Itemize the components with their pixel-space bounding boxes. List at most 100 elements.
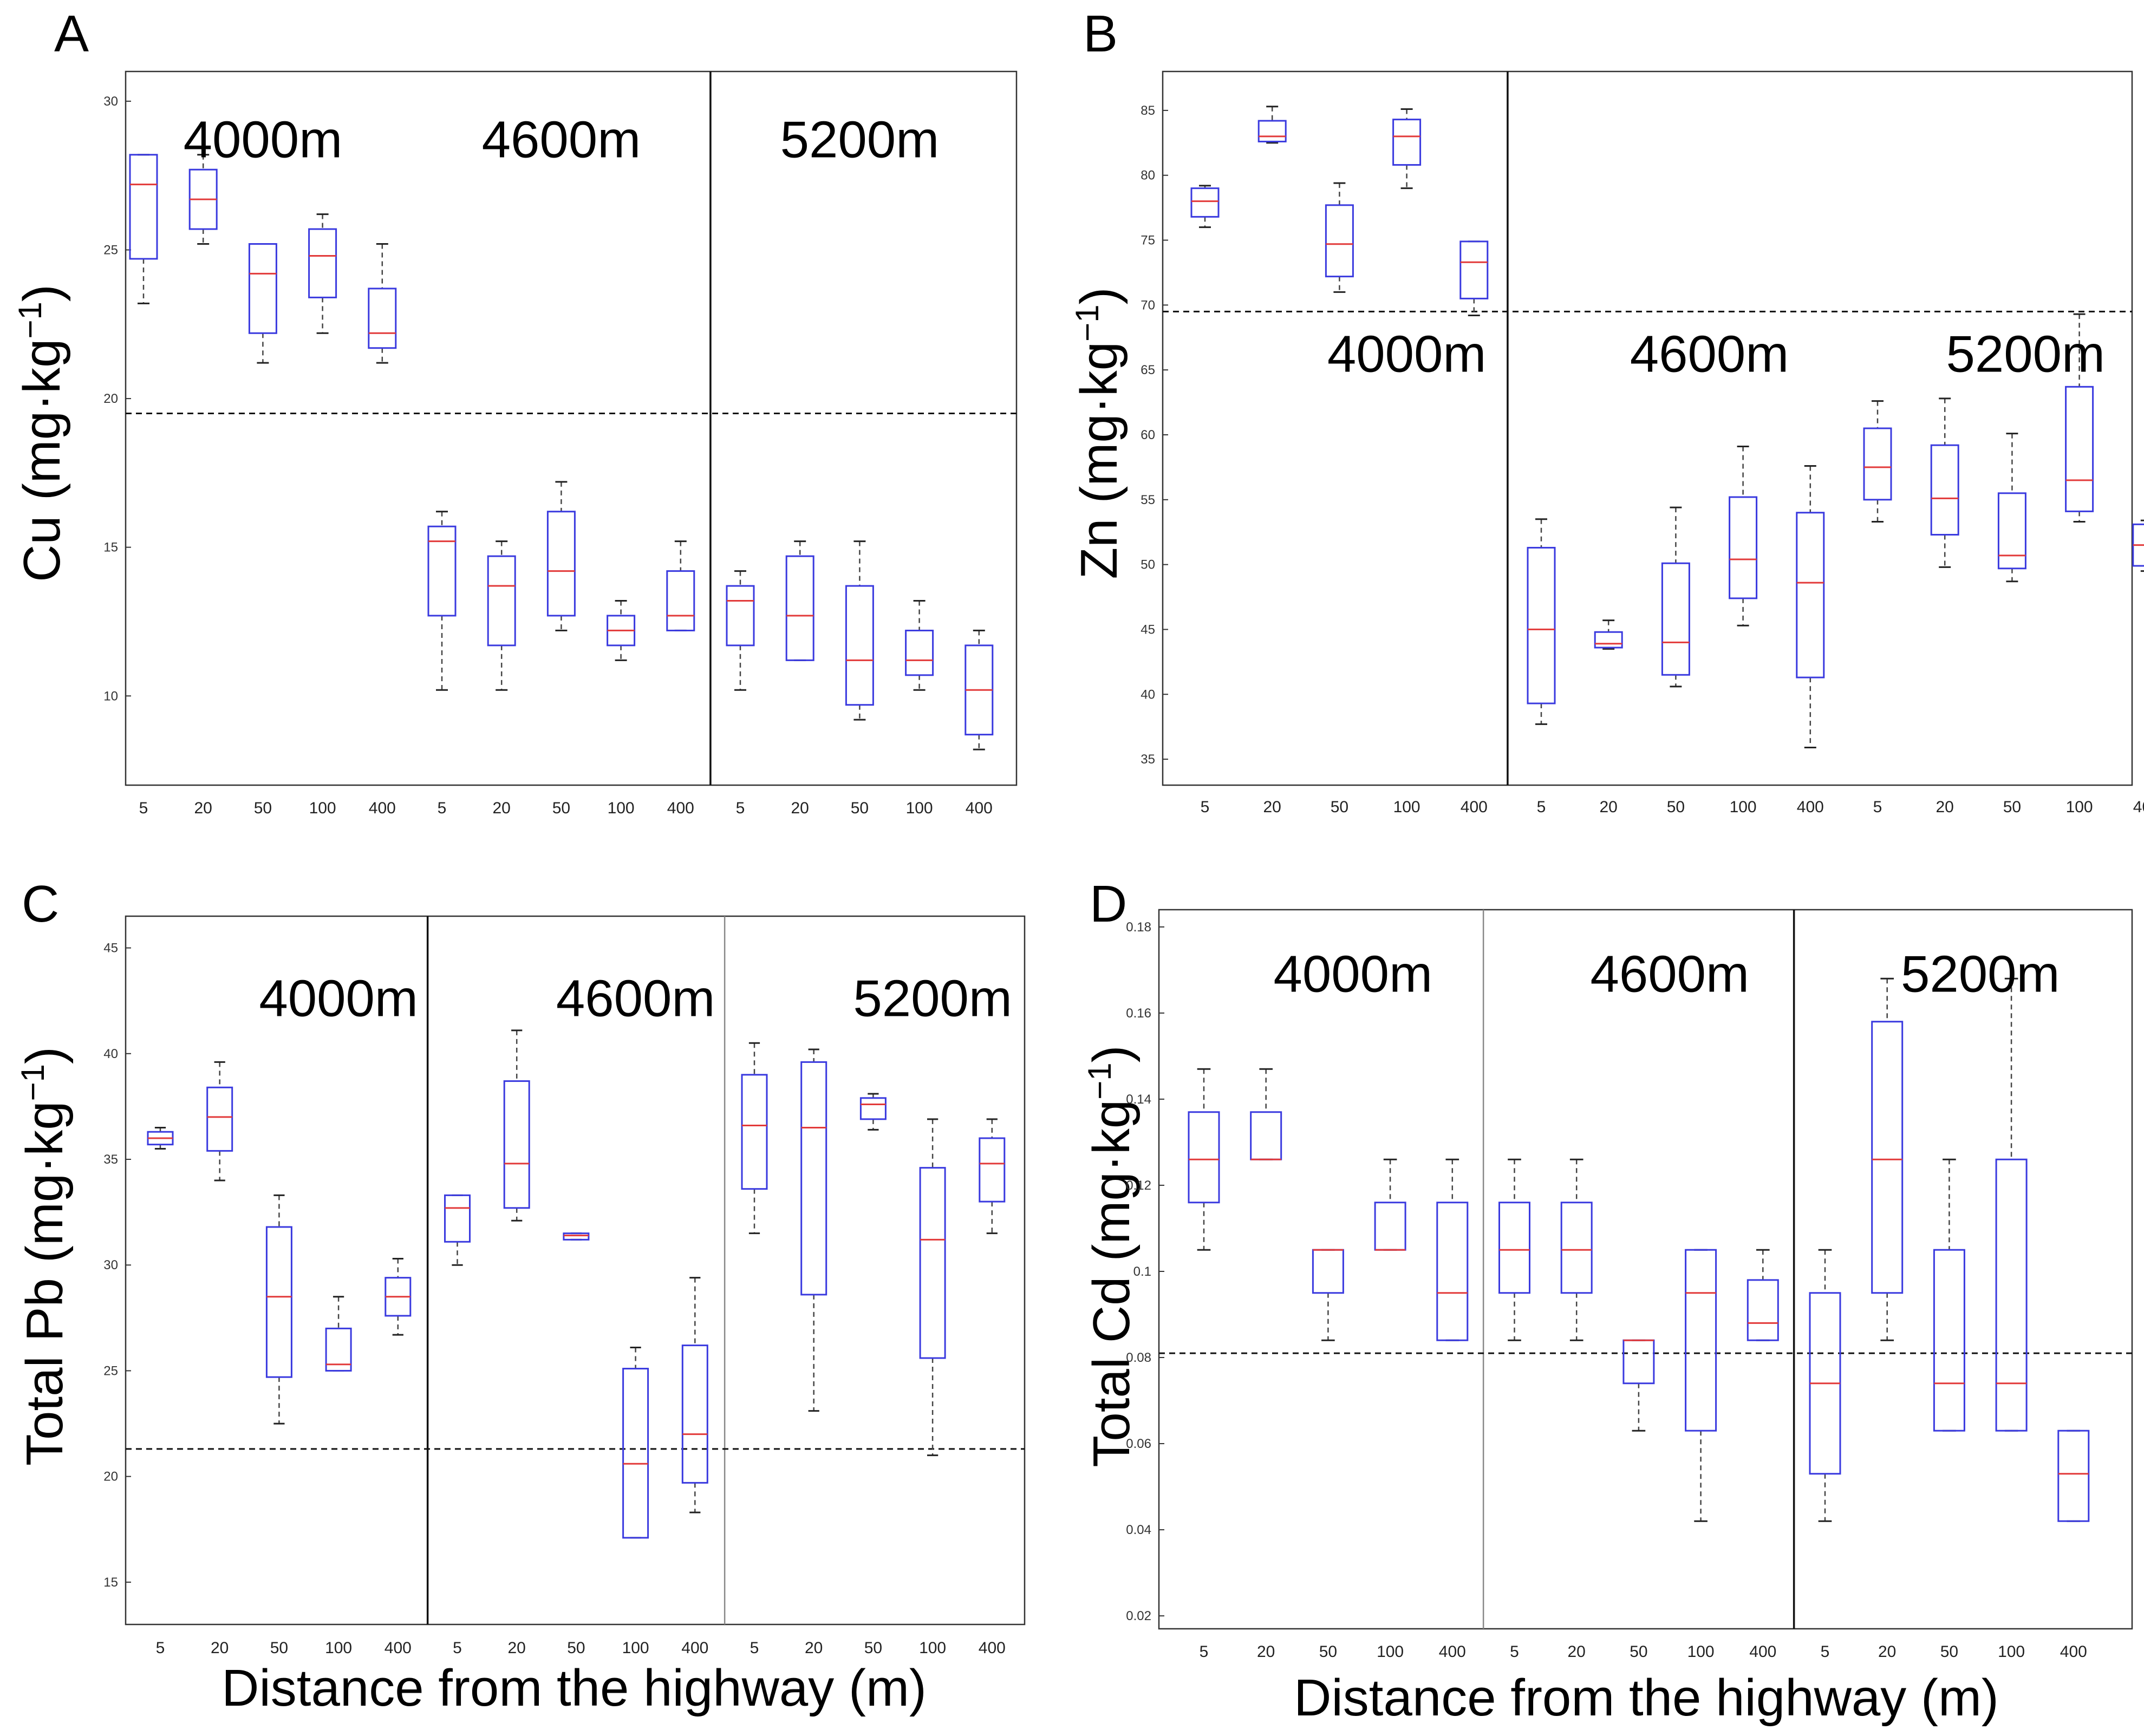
panel-a-xtick-label: 100 [906, 799, 933, 817]
panel-a-xtick-label: 50 [851, 799, 869, 817]
iqr-box [248, 243, 277, 334]
panel-c-xlabel: Distance from the highway (m) [221, 1659, 927, 1717]
iqr-box [1459, 240, 1489, 299]
panel-a-boxplot [129, 154, 158, 304]
panel-c-ytick-label: 35 [103, 1152, 118, 1167]
iqr-box [1374, 1202, 1406, 1251]
panel-b-ylabel: Zn (mg·kg−1) [1069, 287, 1128, 579]
panel-d-ytick-label: 0.06 [1126, 1437, 1151, 1451]
iqr-box [368, 288, 397, 349]
panel-c-boxplot [741, 1042, 768, 1235]
panel-b-xtick-label: 100 [2066, 798, 2093, 816]
panel-b-altitude-label: 4600m [1630, 325, 1789, 383]
panel-b-ytick-label: 65 [1141, 363, 1155, 377]
panel-c-xtick-label: 100 [919, 1639, 946, 1657]
panel-b-ylabel-exp: −1 [1069, 304, 1105, 341]
panel-c: C Total Pb (mg·kg−1) Distance from the hi… [15, 875, 1026, 1717]
panel-a-boxplot [308, 213, 337, 334]
iqr-box [503, 1080, 530, 1209]
panel-d-ytick-label: 0.16 [1126, 1006, 1151, 1021]
panel-a-xtick-label: 5 [438, 799, 447, 817]
panel-b-ytick-label: 45 [1141, 622, 1155, 637]
iqr-box [859, 1097, 887, 1120]
panel-b-boxplot [2132, 519, 2144, 572]
panel-a-xtick-label: 50 [552, 799, 570, 817]
panel-c-ylabel-exp: −1 [15, 1064, 51, 1101]
iqr-box [1995, 1158, 2028, 1432]
panel-c-ytick-label: 15 [103, 1575, 118, 1590]
iqr-box [1325, 204, 1354, 278]
iqr-box [129, 154, 158, 260]
panel-d-xtick-label: 20 [1257, 1643, 1275, 1661]
panel-a-altitude-label: 4000m [184, 110, 343, 168]
panel-d-xtick-label: 5 [1510, 1643, 1519, 1661]
panel-c-ytick-label: 25 [103, 1363, 118, 1378]
iqr-box [1190, 187, 1220, 218]
iqr-box [1729, 496, 1758, 599]
panel-b-boxplot [2065, 313, 2094, 523]
panel-c-boxplot [800, 1048, 827, 1412]
panel-b-xtick-label: 400 [2133, 798, 2144, 816]
panel-b-boxplot [1729, 446, 1758, 626]
panel-a-xtick-label: 100 [309, 799, 336, 817]
panel-b-xtick-label: 400 [1797, 798, 1824, 816]
panel-c-boxplot [385, 1258, 412, 1336]
panel-b-xtick-label: 100 [1730, 798, 1757, 816]
panel-d-xtick-label: 400 [1439, 1643, 1466, 1661]
iqr-box [1661, 562, 1690, 676]
panel-d-ytick-label: 0.02 [1126, 1609, 1151, 1623]
panel-b-boxplot [1930, 397, 1959, 568]
panel-b-boxplot [1459, 240, 1489, 317]
panel-b-ytick-label: 35 [1141, 752, 1155, 767]
panel-a-ytick-label: 30 [103, 94, 118, 109]
panel-c-xtick-label: 100 [622, 1639, 649, 1657]
panel-c-altitude-label: 4600m [556, 969, 715, 1027]
panel-c-xtick-label: 50 [270, 1639, 288, 1657]
panel-a-altitude-label: 4600m [482, 110, 641, 168]
panel-d-boxplot [1250, 1068, 1282, 1160]
panel-b-xtick-label: 20 [1263, 798, 1281, 816]
panel-b-xtick-label: 400 [1461, 798, 1488, 816]
panel-d-boxplot [1498, 1158, 1530, 1341]
panel-a-xtick-label: 5 [139, 799, 148, 817]
panel-d-boxplot [1374, 1158, 1406, 1251]
panel-d-xtick-label: 20 [1568, 1643, 1586, 1661]
panel-d-boxplot [1809, 1249, 1841, 1522]
panel-d-boxplot [1871, 977, 1904, 1341]
panel-d-boxplot [1747, 1249, 1779, 1341]
panel-a-ylabel-element: Cu [13, 515, 71, 582]
panel-a-xtick-label: 400 [369, 799, 396, 817]
iqr-box [1527, 546, 1556, 704]
iqr-box [1871, 1021, 1904, 1294]
panel-c-boxplot [919, 1118, 946, 1457]
panel-b-boxplot [1863, 400, 1892, 523]
panel-a-boxplot [188, 154, 218, 245]
panel-d-altitude-label: 4000m [1274, 945, 1433, 1003]
panel-d-boxplot [1560, 1158, 1593, 1341]
iqr-box [1392, 119, 1422, 166]
panel-a-xtick-label: 100 [608, 799, 635, 817]
iqr-box [1997, 492, 2026, 570]
panel-c-altitude-label: 5200m [853, 969, 1012, 1027]
panel-b-xtick-label: 50 [2003, 798, 2021, 816]
iqr-box [800, 1061, 827, 1296]
panel-b-boxplot [1594, 619, 1623, 650]
iqr-box [726, 585, 755, 647]
panel-c-boxplot [622, 1347, 649, 1539]
panel-d-boxplot [1995, 977, 2028, 1432]
panel-d-xlabel: Distance from the highway (m) [1294, 1669, 1999, 1727]
panel-c-boxplot [503, 1029, 530, 1222]
panel-b-altitude-label: 5200m [1946, 325, 2105, 383]
panel-b-xtick-label: 50 [1667, 798, 1685, 816]
panel-c-boxplot [325, 1296, 352, 1372]
panel-c-boxplot [206, 1061, 233, 1182]
panel-c-boxplot [681, 1277, 708, 1513]
panel-a-ytick-label: 20 [103, 391, 118, 406]
iqr-box [681, 1345, 708, 1484]
panel-b-boxplot [1190, 185, 1220, 229]
iqr-box [427, 525, 457, 617]
panel-a-xtick-label: 20 [493, 799, 511, 817]
iqr-box [741, 1074, 768, 1190]
iqr-box [563, 1232, 590, 1241]
